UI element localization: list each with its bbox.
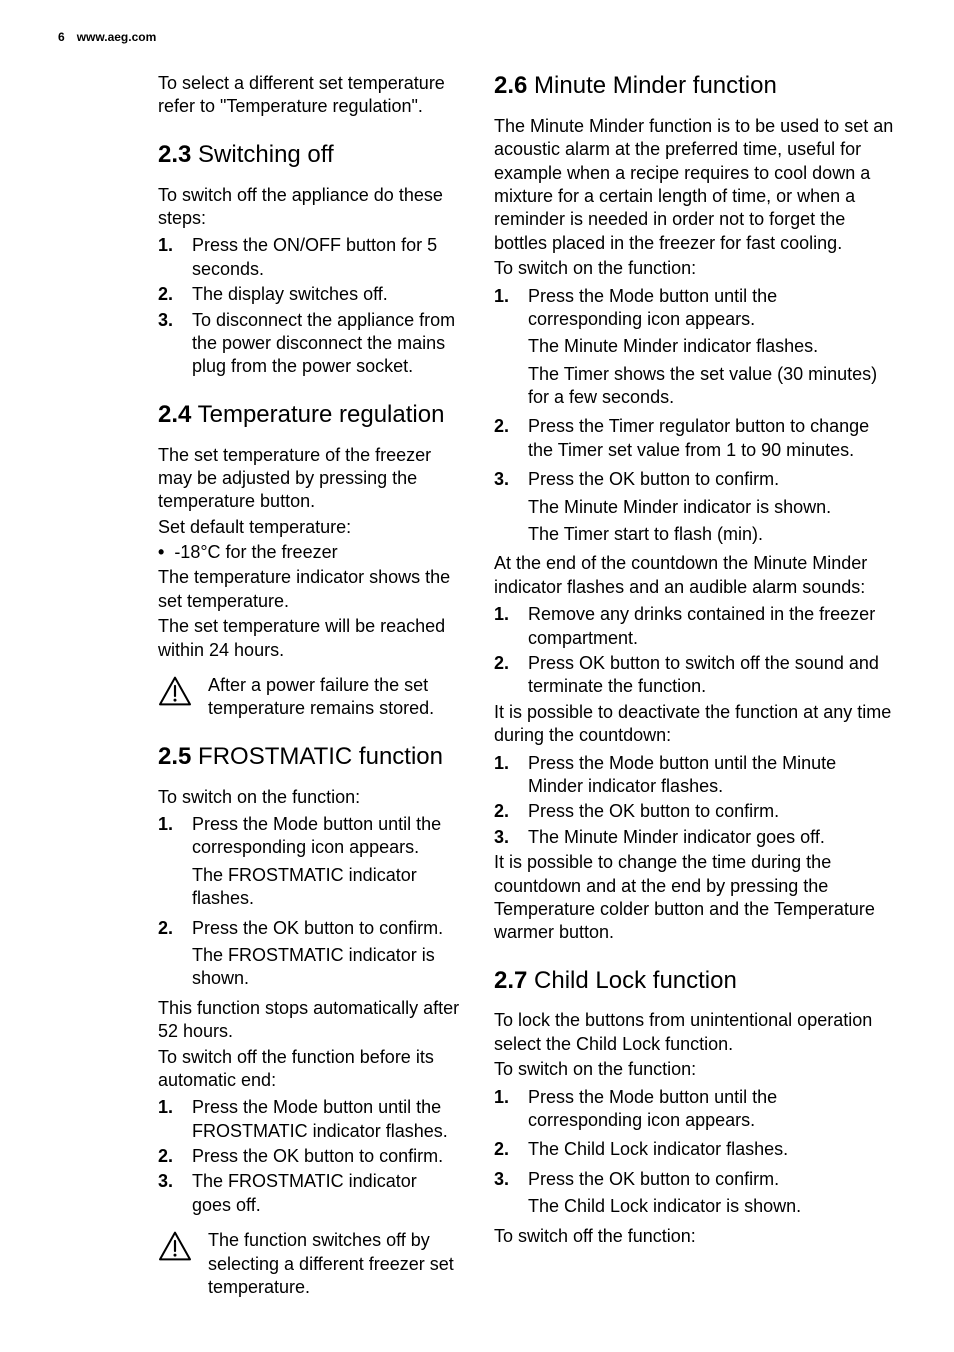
section-2-3-lead: To switch off the appliance do these ste… (158, 184, 460, 231)
body-text: This function stops automatically after … (158, 997, 460, 1044)
warning-text: The function switches off by selecting a… (208, 1229, 460, 1299)
list-item: 1. Press the Mode button until the corre… (494, 285, 896, 414)
section-2-4-heading: 2.4 Temperature regulation (158, 401, 460, 430)
body-text: The Minute Minder function is to be used… (494, 115, 896, 255)
section-number: 2.7 (494, 967, 527, 994)
page-url: www.aeg.com (77, 30, 157, 44)
section-2-7-on-list: 1. Press the Mode button until the corre… (494, 1086, 896, 1223)
section-2-6-end-list: 1.Remove any drinks contained in the fre… (494, 603, 896, 699)
body-text: To switch off the function: (494, 1225, 896, 1248)
section-number: 2.6 (494, 72, 527, 99)
list-item: 2. Press the Timer regulator button to c… (494, 415, 896, 466)
list-item: 2. The Child Lock indicator flashes. (494, 1138, 896, 1165)
section-2-7-heading: 2.7 Child Lock function (494, 967, 896, 996)
body-text: It is possible to deactivate the functio… (494, 701, 896, 748)
warning-box: After a power failure the set temperatur… (158, 674, 460, 721)
list-item: 2.Press the OK button to confirm. (494, 800, 896, 823)
list-item: 1.Press the Mode button until the Minute… (494, 752, 896, 799)
section-2-6-deact-list: 1.Press the Mode button until the Minute… (494, 752, 896, 850)
list-item: 3.To disconnect the appliance from the p… (158, 309, 460, 379)
warning-icon (158, 1231, 192, 1266)
section-number: 2.5 (158, 743, 191, 770)
section-title: Minute Minder function (534, 72, 777, 99)
section-title: Child Lock function (534, 967, 737, 994)
list-item: 1. Press the Mode button until the corre… (494, 1086, 896, 1137)
body-text: To switch on the function: (494, 1058, 896, 1081)
list-item: 2. Press the OK button to confirm. The F… (158, 917, 460, 995)
page-number: 6 (58, 30, 65, 44)
section-2-3-list: 1.Press the ON/OFF button for 5 seconds.… (158, 234, 460, 378)
warning-icon (158, 676, 192, 711)
page-header: 6 www.aeg.com (58, 30, 896, 44)
section-2-3-heading: 2.3 Switching off (158, 141, 460, 170)
section-title: FROSTMATIC function (198, 743, 443, 770)
list-item: 1.Remove any drinks contained in the fre… (494, 603, 896, 650)
warning-text: After a power failure the set temperatur… (208, 674, 460, 721)
content-columns: To select a different set temperature re… (58, 72, 896, 1305)
list-item: 2.Press the OK button to confirm. (158, 1145, 460, 1168)
list-item: 3. Press the OK button to confirm. The M… (494, 468, 896, 550)
body-text: The set temperature will be reached with… (158, 615, 460, 662)
intro-paragraph: To select a different set temperature re… (158, 72, 460, 119)
section-2-5-off-list: 1.Press the Mode button until the FROSTM… (158, 1096, 460, 1217)
list-item: 2.Press OK button to switch off the soun… (494, 652, 896, 699)
left-indented-content: To select a different set temperature re… (58, 72, 460, 1299)
list-item: 3. Press the OK button to confirm. The C… (494, 1168, 896, 1223)
body-text: To switch on the function: (158, 786, 460, 809)
warning-box: The function switches off by selecting a… (158, 1229, 460, 1299)
body-text: To lock the buttons from unintentional o… (494, 1009, 896, 1056)
list-item: 3.The Minute Minder indicator goes off. (494, 826, 896, 849)
body-text: At the end of the countdown the Minute M… (494, 552, 896, 599)
left-column: To select a different set temperature re… (58, 72, 460, 1305)
section-2-5-on-list: 1. Press the Mode button until the corre… (158, 813, 460, 995)
list-item: 1. Press the Mode button until the corre… (158, 813, 460, 915)
section-2-6-heading: 2.6 Minute Minder function (494, 72, 896, 101)
list-item: 1.Press the Mode button until the FROSTM… (158, 1096, 460, 1143)
list-item: 1.Press the ON/OFF button for 5 seconds. (158, 234, 460, 281)
right-column: 2.6 Minute Minder function The Minute Mi… (494, 72, 896, 1305)
list-item: 3.The FROSTMATIC indicator goes off. (158, 1170, 460, 1217)
section-2-6-on-list: 1. Press the Mode button until the corre… (494, 285, 896, 551)
section-title: Temperature regulation (198, 401, 445, 428)
list-item: 2.The display switches off. (158, 283, 460, 306)
section-title: Switching off (198, 141, 334, 168)
body-text: To switch off the function before its au… (158, 1046, 460, 1093)
section-2-5-heading: 2.5 FROSTMATIC function (158, 743, 460, 772)
body-text: Set default temperature: (158, 516, 460, 539)
body-text: The set temperature of the freezer may b… (158, 444, 460, 514)
bullet-list: -18°C for the freezer (158, 541, 460, 564)
section-number: 2.4 (158, 401, 191, 428)
section-number: 2.3 (158, 141, 191, 168)
bullet-item: -18°C for the freezer (158, 541, 460, 564)
body-text: The temperature indicator shows the set … (158, 566, 460, 613)
body-text: It is possible to change the time during… (494, 851, 896, 945)
body-text: To switch on the function: (494, 257, 896, 280)
